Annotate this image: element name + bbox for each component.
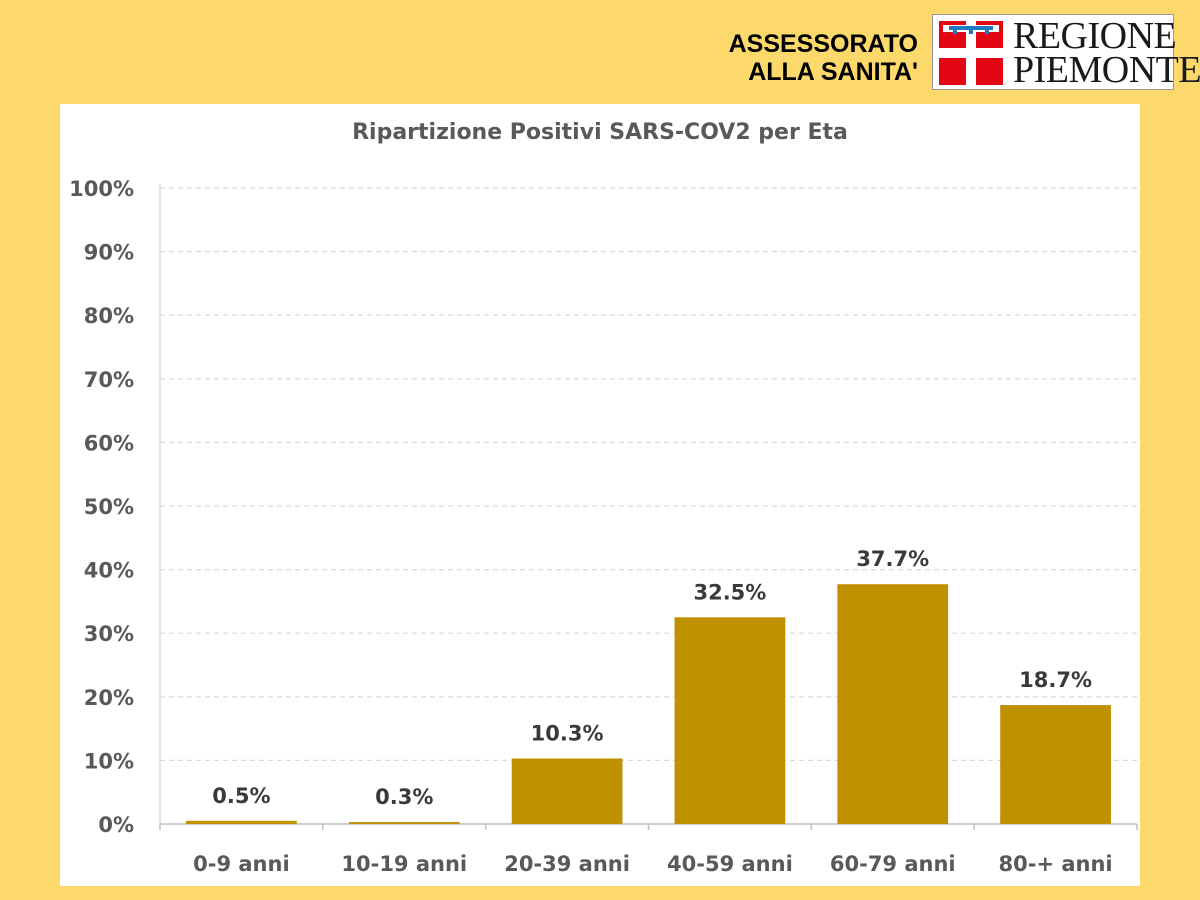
department-line-1: ASSESSORATO bbox=[728, 30, 918, 58]
y-tick-label: 70% bbox=[84, 368, 134, 392]
bar bbox=[348, 822, 460, 824]
bar bbox=[511, 758, 623, 824]
bar bbox=[674, 617, 786, 824]
bar bbox=[186, 820, 297, 824]
y-tick-label: 40% bbox=[84, 559, 134, 583]
bar bbox=[1000, 705, 1111, 824]
x-tick-label: 10-19 anni bbox=[341, 852, 467, 876]
x-tick-label: 80-+ anni bbox=[999, 852, 1113, 876]
logo-line-2: PIEMONTE bbox=[1013, 49, 1200, 91]
regione-piemonte-logo: REGIONE PIEMONTE bbox=[932, 14, 1200, 90]
y-tick-label: 60% bbox=[84, 431, 134, 455]
y-tick-label: 30% bbox=[84, 622, 134, 646]
logo-line-1: REGIONE bbox=[1013, 15, 1177, 57]
department-label: ASSESSORATO ALLA SANITA' bbox=[729, 30, 918, 86]
x-tick-label: 0-9 anni bbox=[193, 852, 290, 876]
logo-wordmark: REGIONE PIEMONTE bbox=[1013, 15, 1200, 91]
bar bbox=[837, 584, 949, 824]
y-tick-label: 80% bbox=[84, 304, 134, 328]
y-tick-label: 20% bbox=[84, 686, 134, 710]
x-tick-label: 60-79 anni bbox=[830, 852, 956, 876]
department-line-2: ALLA SANITA' bbox=[748, 58, 918, 86]
data-label: 10.3% bbox=[531, 721, 604, 745]
data-label: 18.7% bbox=[1019, 668, 1092, 692]
y-tick-label: 10% bbox=[84, 749, 134, 773]
y-tick-label: 50% bbox=[84, 495, 134, 519]
chart-title: Ripartizione Positivi SARS-COV2 per Eta bbox=[352, 120, 848, 145]
data-label: 0.5% bbox=[212, 784, 270, 808]
data-label: 37.7% bbox=[856, 547, 929, 571]
data-label: 0.3% bbox=[375, 785, 433, 809]
chart-panel: 0% 10% 20% 30% 40% 50% 60% 70% 80% 90% 100% 0.5% 0-9… bbox=[60, 104, 1140, 886]
piemonte-coat-of-arms-icon bbox=[939, 21, 1003, 85]
bar-chart: 0% 10% 20% 30% 40% 50% 60% 70% 80% 90% 100% 0.5% 0-9… bbox=[69, 177, 1138, 876]
x-tick-label: 40-59 anni bbox=[667, 852, 793, 876]
data-label: 32.5% bbox=[693, 580, 766, 604]
y-tick-label: 100% bbox=[69, 177, 134, 201]
y-tick-label: 0% bbox=[98, 813, 134, 837]
y-tick-label: 90% bbox=[84, 241, 134, 265]
x-tick-label: 20-39 anni bbox=[504, 852, 630, 876]
